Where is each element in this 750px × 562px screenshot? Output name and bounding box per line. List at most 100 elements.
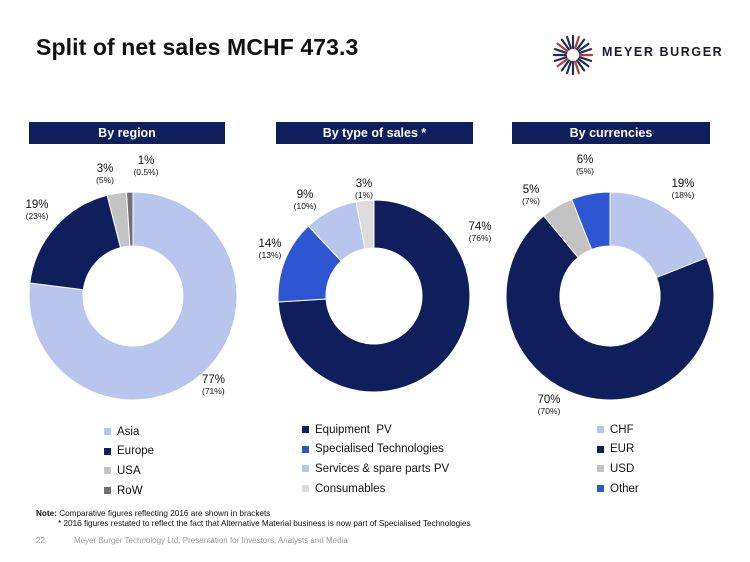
note-line-2: * 2016 figures restated to reflect the f… [58, 519, 471, 528]
logo-ray [556, 58, 569, 68]
legend-label: USA [117, 464, 141, 477]
legend-item: Equipment PV [302, 420, 449, 440]
legend-item: CHF [597, 420, 639, 440]
data-sublabel: (7%) [522, 196, 540, 206]
legend-label: Services & spare parts PV [315, 462, 450, 475]
legend-swatch [302, 465, 309, 473]
donut-slice-equipment-pv [277, 199, 471, 393]
legend-item: Europe [104, 442, 154, 462]
data-label: 77% [202, 374, 225, 386]
logo-ray [577, 42, 590, 52]
logo-ray [574, 35, 580, 50]
donut-slice-eur [505, 215, 715, 401]
data-sublabel: (5%) [576, 166, 594, 176]
logo-ray [576, 59, 586, 72]
data-label: 74% [468, 221, 491, 233]
data-sublabel: (76%) [469, 233, 492, 243]
data-sublabel: (10%) [294, 201, 317, 211]
legend-item: Asia [104, 422, 154, 442]
legend-item: RoW [104, 481, 154, 501]
legend-swatch [104, 467, 111, 475]
footer-text: Meyer Burger Technology Ltd, Presentatio… [74, 536, 348, 545]
logo-ray [556, 42, 569, 52]
chart-title-currencies: By currencies [512, 122, 710, 144]
legend-item: EUR [597, 440, 639, 460]
data-sublabel: (18%) [672, 190, 695, 200]
legend-type-of-sales: Equipment PV Specialised Technologies Serv… [302, 420, 449, 498]
donut-slice-row [125, 191, 134, 247]
logo-ray [553, 56, 568, 62]
legend-label: Equipment PV [315, 423, 392, 436]
data-label: 14% [258, 238, 281, 250]
donut-slice-consumables [355, 199, 375, 250]
legend-label: USD [610, 462, 635, 475]
legend-label: RoW [117, 484, 143, 497]
data-label: 1% [138, 155, 155, 167]
note-line-1: Comparative figures reflecting 2016 are … [56, 509, 271, 518]
legend-swatch [302, 426, 309, 434]
legend-item: Services & spare parts PV [302, 459, 449, 479]
legend-swatch [597, 465, 604, 473]
page-number: 22 [36, 536, 45, 545]
legend-region: Asia Europe USA RoW [104, 422, 154, 500]
legend-item: Other [597, 479, 639, 499]
page-footer: 22 Meyer Burger Technology Ltd, Presentat… [36, 536, 348, 545]
legend-label: EUR [610, 443, 635, 456]
logo-ray [553, 48, 568, 54]
logo-ray [560, 59, 570, 72]
data-label: 70% [537, 394, 560, 406]
logo-ray [576, 38, 586, 51]
company-logo: MEYER BURGER [552, 34, 727, 76]
legend-swatch [104, 447, 111, 455]
legend-label: Asia [117, 425, 140, 438]
legend-swatch [597, 426, 604, 434]
legend-swatch [302, 445, 309, 453]
legend-swatch [302, 485, 309, 493]
legend-swatch [597, 485, 604, 493]
data-sublabel: (71%) [202, 386, 225, 396]
footnote: Note: Comparative figures reflecting 201… [36, 509, 471, 529]
legend-item: Consumables [302, 479, 449, 499]
data-sublabel: (0.5%) [133, 167, 158, 177]
logo-ray [566, 60, 572, 75]
note-label: Note: [36, 509, 57, 518]
logo-ray [577, 58, 590, 68]
data-sublabel: (1%) [355, 190, 373, 200]
data-label: 3% [356, 178, 373, 190]
data-label: 6% [577, 154, 594, 166]
data-label: 19% [25, 199, 48, 211]
legend-item: Specialised Technologies [302, 440, 449, 460]
data-label: 9% [297, 189, 314, 201]
logo-ray [560, 38, 570, 51]
legend-label: CHF [610, 423, 634, 436]
logo-ray [574, 60, 580, 75]
legend-label: Europe [117, 445, 155, 458]
legend-label: Consumables [315, 482, 386, 495]
legend-currencies: CHF EUR USD Other [597, 420, 639, 498]
chart-title-type-of-sales: By type of sales * [276, 122, 473, 144]
legend-swatch [597, 445, 604, 453]
logo-sunburst-icon [552, 34, 594, 76]
data-sublabel: (13%) [259, 250, 282, 260]
legend-swatch [104, 487, 111, 495]
data-sublabel: (23%) [26, 211, 49, 221]
logo-ray [578, 56, 593, 62]
data-sublabel: (5%) [96, 175, 114, 185]
data-label: 5% [523, 184, 540, 196]
data-label: 19% [671, 178, 694, 190]
legend-item: USA [104, 461, 154, 481]
data-sublabel: (70%) [538, 406, 561, 416]
legend-label: Other [610, 482, 639, 495]
logo-ray [578, 48, 593, 54]
chart-title-region: By region [29, 122, 225, 144]
donut-slice-other [571, 191, 611, 251]
donut-slice-asia [28, 191, 238, 401]
legend-item: USD [597, 459, 639, 479]
data-label: 3% [97, 163, 114, 175]
legend-label: Specialised Technologies [315, 443, 444, 456]
logo-text: MEYER BURGER [602, 45, 724, 59]
page-title: Split of net sales MCHF 473.3 [36, 34, 359, 60]
